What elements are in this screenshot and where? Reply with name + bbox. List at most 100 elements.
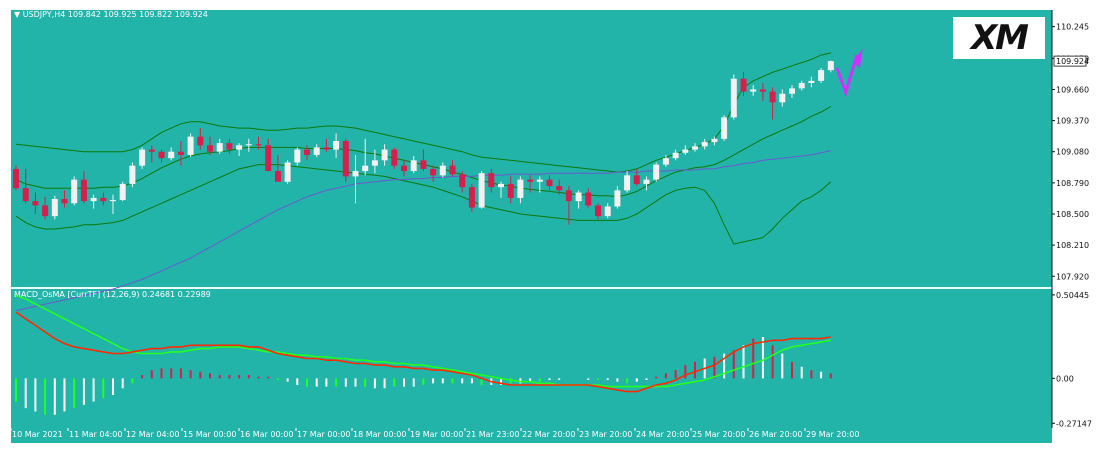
time-axis-label: 11 Mar 04:00 <box>69 430 122 439</box>
candle <box>730 78 737 118</box>
candle <box>769 91 776 103</box>
candle <box>779 93 786 103</box>
candle <box>304 149 310 155</box>
candle <box>42 205 49 217</box>
xm-logo-text: XM <box>970 18 1029 58</box>
candle <box>653 164 660 180</box>
price-axis-label: 109.660 <box>1056 85 1089 94</box>
candle <box>604 206 611 217</box>
price-axis-label: 109.370 <box>1056 117 1089 126</box>
macd-pane-background[interactable] <box>11 289 1052 428</box>
candle <box>759 89 766 92</box>
macd-main-line <box>15 311 831 393</box>
price-pane-background[interactable] <box>11 10 1052 287</box>
time-axis-label: 22 Mar 20:00 <box>522 430 575 439</box>
candle <box>207 145 213 152</box>
candle <box>672 152 679 159</box>
candle <box>633 175 640 184</box>
symbol-label: USDJPY,H4 <box>22 10 66 19</box>
candle <box>381 149 388 161</box>
time-axis-background <box>11 428 1052 443</box>
candle <box>468 187 475 208</box>
candle <box>498 183 504 188</box>
price-axis-label: 107.920 <box>1056 272 1089 281</box>
candle <box>575 192 582 202</box>
candle <box>401 165 407 172</box>
candle <box>808 80 815 84</box>
candle <box>662 158 669 165</box>
candle <box>362 165 369 172</box>
time-axis-label: 15 Mar 00:00 <box>183 430 236 439</box>
candle <box>255 144 262 146</box>
candle <box>90 197 97 202</box>
time-axis-label: 29 Mar 20:00 <box>806 430 859 439</box>
candle <box>740 78 747 92</box>
candle <box>449 165 456 175</box>
candle <box>71 179 78 204</box>
candle <box>827 61 834 71</box>
candle <box>80 179 87 202</box>
time-axis-label: 17 Mar 00:00 <box>297 430 350 439</box>
candle <box>148 149 155 152</box>
candle <box>692 146 698 150</box>
candle <box>536 179 543 182</box>
time-axis-label: 23 Mar 20:00 <box>579 430 632 439</box>
candle <box>565 190 572 202</box>
forecast-arrow-icon <box>852 48 863 68</box>
candle <box>721 117 728 139</box>
candle <box>51 198 58 217</box>
candle <box>32 201 39 206</box>
candle <box>323 147 330 150</box>
time-axis-label: 12 Mar 04:00 <box>126 430 179 439</box>
candle <box>750 89 757 92</box>
forecast-arrow-line <box>835 54 859 98</box>
macd-axis-label: 0.00 <box>1056 374 1074 383</box>
candle <box>391 149 398 166</box>
candle <box>371 160 378 166</box>
candle <box>459 174 466 188</box>
candle <box>22 188 29 202</box>
candle <box>507 183 514 198</box>
candle <box>546 179 553 187</box>
candle <box>216 143 223 152</box>
candle <box>129 165 136 184</box>
candle <box>798 83 805 89</box>
candle <box>488 173 495 188</box>
candle <box>789 88 795 94</box>
candle <box>119 183 126 201</box>
candle <box>818 70 825 81</box>
candle <box>410 160 417 172</box>
time-axis-label: 24 Mar 20:00 <box>636 430 689 439</box>
macd-axis-label: 0.50445 <box>1056 291 1089 300</box>
macd-signal-line <box>15 294 831 388</box>
candle <box>420 160 427 169</box>
time-axis-label: 10 Mar 2021 <box>12 430 63 439</box>
candle <box>682 149 689 153</box>
time-axis-label: 21 Mar 23:00 <box>466 430 519 439</box>
collapse-triangle-icon[interactable]: ▼ <box>14 10 21 19</box>
candle <box>585 192 592 206</box>
price-axis-label: 108.210 <box>1056 241 1089 250</box>
candle <box>701 142 708 147</box>
candle <box>556 186 563 191</box>
candle <box>614 190 621 207</box>
candle <box>197 136 204 146</box>
candle <box>333 140 340 150</box>
candle <box>236 145 243 150</box>
candle <box>226 143 233 150</box>
candle <box>265 145 272 172</box>
time-axis-label: 26 Mar 20:00 <box>749 430 802 439</box>
candle <box>168 151 175 159</box>
candle <box>478 173 485 208</box>
candle <box>177 151 184 155</box>
macd-axis-label: -0.27147 <box>1056 419 1092 428</box>
candle <box>624 175 631 191</box>
xm-logo: XM <box>953 17 1045 59</box>
candle <box>294 149 301 163</box>
candle <box>527 179 534 182</box>
candle <box>439 165 446 176</box>
chart-header-text: ▼ USDJPY,H4 109.842 109.925 109.822 109.… <box>14 10 208 20</box>
current-price-label: 109.924 <box>1056 57 1089 66</box>
current-price-box <box>1053 55 1087 67</box>
